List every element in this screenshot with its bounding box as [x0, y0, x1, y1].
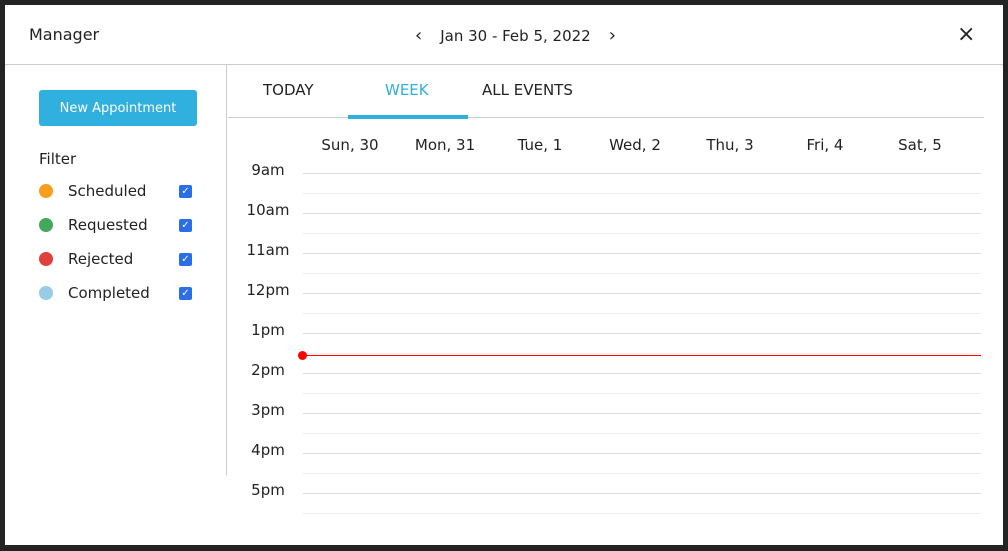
time-slot-line[interactable] — [303, 253, 981, 254]
close-icon[interactable]: × — [957, 22, 976, 47]
time-slot-line[interactable] — [303, 233, 981, 234]
day-header: Fri, 4 — [806, 136, 844, 154]
hour-label: 12pm — [246, 281, 290, 299]
time-slot-line[interactable] — [303, 473, 981, 474]
filter-label: Completed — [68, 284, 150, 302]
hour-label: 3pm — [251, 401, 285, 419]
new-appointment-button[interactable]: New Appointment — [39, 90, 197, 126]
header: Manager ‹ Jan 30 - Feb 5, 2022 › × — [5, 5, 1003, 65]
date-range: Jan 30 - Feb 5, 2022 — [440, 26, 591, 45]
time-slot-line[interactable] — [303, 353, 981, 354]
time-slot-line[interactable] — [303, 413, 981, 414]
time-slot-line[interactable] — [303, 453, 981, 454]
time-slot-line[interactable] — [303, 313, 981, 314]
filter-checkbox[interactable]: ✓ — [179, 286, 192, 300]
tab-week[interactable]: WEEK — [385, 81, 429, 99]
day-header: Wed, 2 — [609, 136, 661, 154]
dialog-title: Manager — [29, 25, 100, 44]
filter-label: Filter — [39, 150, 77, 168]
time-slot-line[interactable] — [303, 293, 981, 294]
manager-dialog: Manager ‹ Jan 30 - Feb 5, 2022 › × New A… — [5, 5, 1003, 545]
hour-label: 1pm — [251, 321, 285, 339]
time-slot-line[interactable] — [303, 273, 981, 274]
filter-scheduled: Scheduled ✓ — [39, 181, 199, 201]
day-header: Tue, 1 — [517, 136, 563, 154]
time-slot-line[interactable] — [303, 173, 981, 174]
day-header: Sat, 5 — [898, 136, 942, 154]
hour-label: 11am — [246, 241, 290, 259]
status-dot-icon — [39, 252, 53, 266]
filter-checkbox[interactable]: ✓ — [179, 184, 192, 198]
active-tab-indicator — [348, 115, 468, 119]
hour-label: 4pm — [251, 441, 285, 459]
tab-today[interactable]: TODAY — [263, 81, 314, 99]
view-tabs: TODAY WEEK ALL EVENTS — [228, 65, 984, 119]
time-slot-line[interactable] — [303, 393, 981, 394]
hour-label: 9am — [251, 161, 285, 179]
time-slot-line[interactable] — [303, 193, 981, 194]
time-slot-line[interactable] — [303, 433, 981, 434]
filter-label: Scheduled — [68, 182, 147, 200]
status-dot-icon — [39, 286, 53, 300]
day-header: Sun, 30 — [321, 136, 379, 154]
hour-label: 10am — [246, 201, 290, 219]
sidebar: New Appointment Filter Scheduled ✓ Request… — [5, 65, 227, 475]
filter-requested: Requested ✓ — [39, 215, 199, 235]
filter-completed: Completed ✓ — [39, 283, 199, 303]
filter-checkbox[interactable]: ✓ — [179, 218, 192, 232]
status-dot-icon — [39, 218, 53, 232]
tab-all-events[interactable]: ALL EVENTS — [482, 81, 573, 99]
hour-label: 2pm — [251, 361, 285, 379]
chevron-right-icon[interactable]: › — [608, 25, 616, 46]
current-time-line — [303, 355, 981, 356]
status-dot-icon — [39, 184, 53, 198]
chevron-left-icon[interactable]: ‹ — [415, 25, 423, 46]
current-time-dot — [298, 351, 307, 360]
hour-label: 5pm — [251, 481, 285, 499]
filter-label: Requested — [68, 216, 148, 234]
time-slot-line[interactable] — [303, 333, 981, 334]
time-slot-line[interactable] — [303, 493, 981, 494]
time-slot-line[interactable] — [303, 513, 981, 514]
filter-rejected: Rejected ✓ — [39, 249, 199, 269]
day-header: Mon, 31 — [414, 136, 476, 154]
day-header: Thu, 3 — [706, 136, 754, 154]
time-slot-line[interactable] — [303, 213, 981, 214]
filter-label: Rejected — [68, 250, 134, 268]
filter-checkbox[interactable]: ✓ — [179, 252, 192, 266]
time-slot-line[interactable] — [303, 373, 981, 374]
